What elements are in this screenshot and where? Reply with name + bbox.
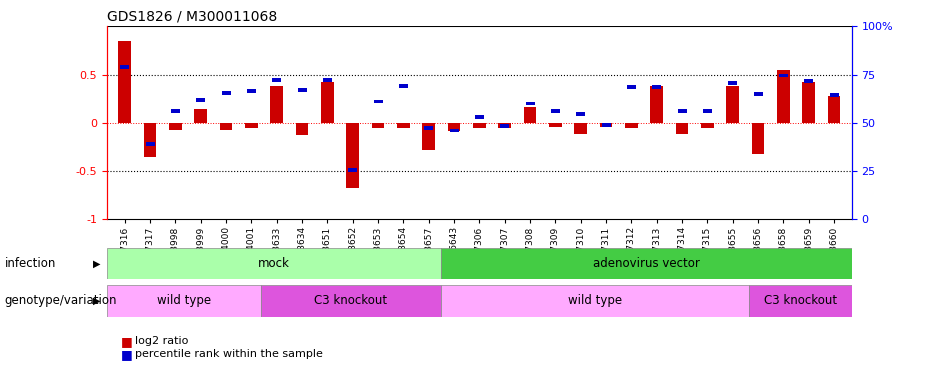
Text: adenovirus vector: adenovirus vector — [593, 257, 700, 270]
Bar — [576, 112, 586, 116]
Text: ■: ■ — [121, 335, 133, 348]
Bar — [262, 285, 441, 317]
Text: C3 knockout: C3 knockout — [764, 294, 837, 307]
Bar — [601, 123, 611, 127]
Bar — [323, 78, 331, 82]
Bar — [475, 115, 484, 119]
Text: log2 ratio: log2 ratio — [135, 336, 188, 346]
Bar — [754, 92, 762, 96]
Bar — [651, 86, 663, 123]
Bar — [373, 100, 383, 104]
Bar — [296, 123, 308, 135]
Bar — [779, 74, 788, 77]
Bar — [107, 285, 262, 317]
Bar — [726, 86, 739, 123]
Bar — [195, 109, 207, 123]
Bar — [398, 123, 410, 128]
Text: mock: mock — [258, 257, 290, 270]
Text: ▶: ▶ — [93, 296, 101, 306]
Bar — [549, 123, 561, 127]
Bar — [120, 65, 129, 69]
Bar — [473, 123, 486, 128]
Text: wild type: wild type — [568, 294, 622, 307]
Bar — [220, 123, 233, 130]
Bar — [371, 123, 385, 128]
Text: C3 knockout: C3 knockout — [315, 294, 387, 307]
Bar — [107, 248, 441, 279]
Bar — [498, 123, 511, 128]
Bar — [450, 129, 459, 132]
Bar — [399, 84, 408, 88]
Bar — [321, 82, 334, 123]
Bar — [803, 82, 816, 123]
Bar — [271, 86, 283, 123]
Bar — [676, 123, 688, 134]
Bar — [245, 123, 258, 128]
Bar — [171, 109, 180, 113]
Bar — [425, 126, 433, 130]
Bar — [526, 102, 534, 105]
Text: ■: ■ — [121, 348, 133, 361]
Bar — [273, 78, 281, 82]
Bar — [346, 123, 359, 189]
Bar — [448, 123, 461, 130]
Bar — [441, 285, 749, 317]
Bar — [298, 88, 306, 92]
Text: percentile rank within the sample: percentile rank within the sample — [135, 350, 323, 359]
Bar — [145, 142, 155, 146]
Bar — [143, 123, 156, 157]
Bar — [118, 41, 131, 123]
Bar — [828, 96, 841, 123]
Bar — [678, 109, 686, 113]
Bar — [196, 98, 205, 102]
Bar — [222, 91, 231, 95]
Text: wild type: wild type — [157, 294, 211, 307]
Bar — [524, 107, 536, 123]
Bar — [804, 80, 814, 83]
Bar — [551, 109, 560, 113]
Bar — [701, 123, 714, 128]
Bar — [749, 285, 852, 317]
Bar — [752, 123, 764, 154]
Bar — [348, 168, 358, 172]
Bar — [500, 124, 509, 128]
Bar — [728, 81, 737, 85]
Bar — [627, 85, 636, 89]
Bar — [441, 248, 852, 279]
Bar — [830, 93, 839, 97]
Text: infection: infection — [5, 257, 56, 270]
Bar — [423, 123, 435, 150]
Text: GDS1826 / M300011068: GDS1826 / M300011068 — [107, 10, 277, 24]
Bar — [169, 123, 182, 130]
Bar — [247, 89, 256, 93]
Bar — [703, 109, 712, 113]
Bar — [777, 70, 789, 123]
Text: genotype/variation: genotype/variation — [5, 294, 117, 307]
Bar — [574, 123, 587, 134]
Bar — [653, 85, 661, 89]
Text: ▶: ▶ — [93, 258, 101, 268]
Bar — [625, 123, 638, 128]
Bar — [600, 123, 613, 127]
